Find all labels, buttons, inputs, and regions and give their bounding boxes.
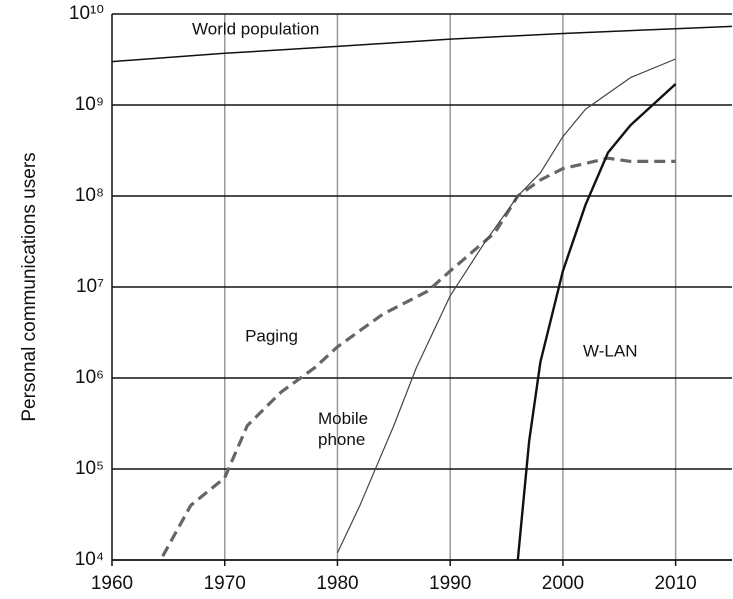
y-tick-label: 10⁹ [75, 94, 104, 115]
x-tick-label: 2010 [654, 573, 696, 594]
y-tick-label: 10⁵ [75, 458, 104, 479]
series-label: W-LAN [583, 341, 637, 360]
series-line [161, 156, 676, 557]
x-tick-label: 1980 [316, 573, 358, 594]
y-tick-label: 10⁶ [75, 367, 104, 388]
y-tick-label: 10⁸ [75, 185, 104, 206]
x-tick-label: 2000 [542, 573, 584, 594]
series-label: World population [192, 19, 319, 38]
y-axis-label: Personal communications users [19, 152, 40, 421]
series-line [516, 83, 677, 561]
series-line [111, 25, 733, 63]
series-line [336, 58, 676, 554]
y-tick-label: 10⁴ [75, 549, 104, 570]
series-label: Paging [245, 326, 298, 345]
y-tick-label: 10¹⁰ [69, 3, 104, 24]
x-tick-label: 1970 [204, 573, 246, 594]
series-label: Mobile phone [318, 409, 368, 449]
x-tick-label: 1990 [429, 573, 471, 594]
x-tick-label: 1960 [91, 573, 133, 594]
y-tick-label: 10⁷ [76, 276, 104, 297]
